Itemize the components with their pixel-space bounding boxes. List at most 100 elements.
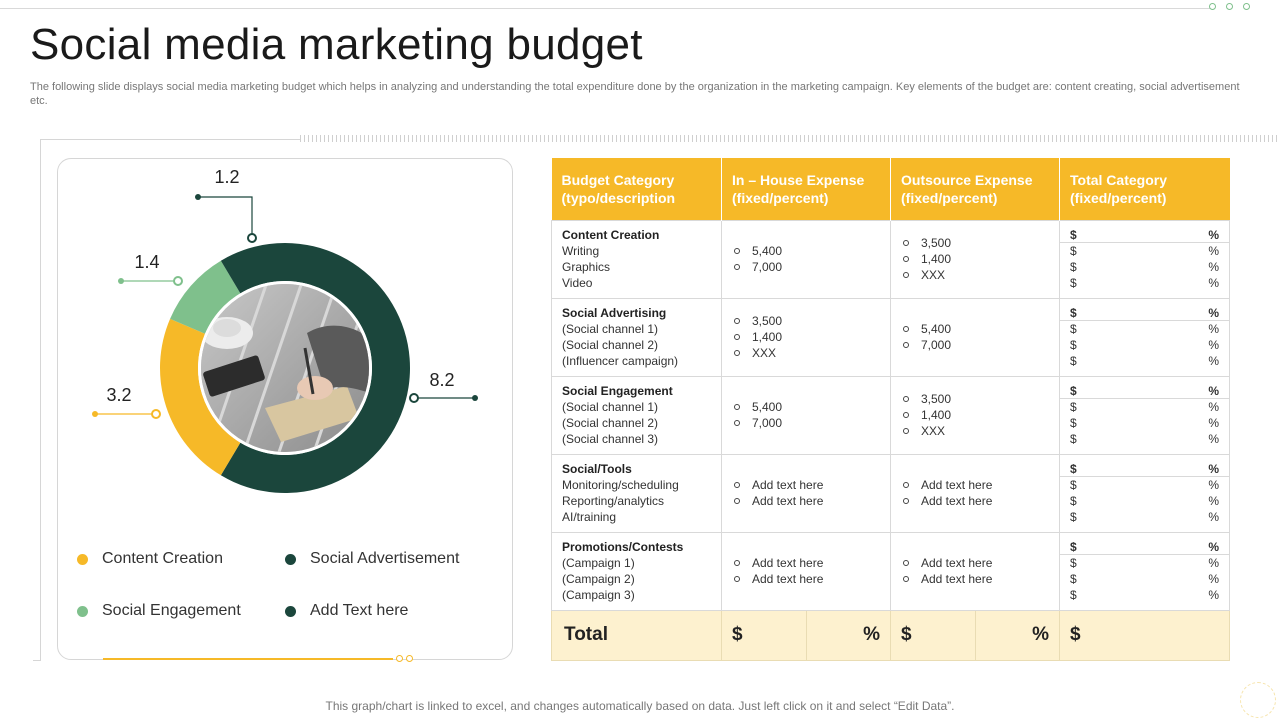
category-title: Social Advertising	[562, 306, 667, 320]
category-title: Social Engagement	[562, 384, 673, 398]
top-divider	[0, 8, 1210, 9]
header-total-category: Total Category (fixed/percent)	[1059, 158, 1230, 220]
decorative-line	[33, 660, 41, 661]
bullet-item: Add text here	[734, 477, 890, 493]
donut-chart[interactable]: 8.2 3.2 1.4 1.2	[57, 158, 513, 538]
bullet-value: Add text here	[752, 572, 824, 586]
table-header-row: Budget Category (typo/description In – Ho…	[551, 158, 1230, 220]
bullet-item: Add text here	[903, 493, 1059, 509]
header-outsource-expense: Outsource Expense (fixed/percent)	[890, 158, 1060, 220]
donut-slice-content-creation[interactable]	[160, 318, 241, 476]
percent-symbol: %	[1208, 244, 1219, 258]
legend-item-social-engagement: Social Engagement	[77, 602, 241, 620]
decorative-line	[40, 139, 41, 661]
currency-symbol: $	[1070, 306, 1077, 320]
currency-symbol: $	[1070, 494, 1077, 508]
legend-dot-icon	[285, 605, 296, 617]
category-item: Reporting/analytics	[562, 494, 665, 508]
bullet-value: XXX	[752, 346, 777, 360]
bullet-value: XXX	[921, 424, 946, 438]
category-item: (Campaign 3)	[562, 588, 635, 602]
budget-table: Budget Category (typo/description In – Ho…	[551, 158, 1230, 661]
category-title: Content Creation	[562, 228, 660, 242]
header-budget-category: Budget Category (typo/description	[551, 158, 722, 220]
bullet-value: 3,500	[921, 236, 952, 250]
total-label: Total	[551, 609, 722, 661]
total-line: $%	[1060, 555, 1229, 571]
decorative-line	[40, 139, 300, 140]
percent-symbol: %	[1208, 338, 1219, 352]
donut-slice-social-advertisement[interactable]	[220, 243, 410, 493]
category-item: (Influencer campaign)	[562, 354, 679, 368]
circle-bullet-icon	[903, 576, 909, 582]
currency-symbol: $	[1070, 354, 1077, 368]
percent-symbol: %	[1208, 462, 1219, 476]
percent-symbol: %	[1208, 494, 1219, 508]
percent-symbol: %	[1208, 416, 1219, 430]
legend-item-add-text: Add Text here	[285, 602, 408, 620]
percent-symbol: %	[1208, 540, 1219, 554]
total-line: $%	[1060, 321, 1229, 337]
legend-item-social-advertisement: Social Advertisement	[285, 550, 459, 568]
callout-dot	[92, 411, 98, 417]
percent-symbol: %	[1208, 384, 1219, 398]
circle-bullet-icon	[734, 264, 740, 270]
category-title: Promotions/Contests	[562, 540, 684, 554]
total-line: $%	[1060, 431, 1229, 447]
bullet-item: 3,500	[903, 391, 1059, 407]
category-item: (Social channel 1)	[562, 322, 659, 336]
legend-dot-icon	[285, 553, 296, 565]
donut-slice-social-engagement[interactable]	[170, 260, 241, 334]
bullet-item: Add text here	[734, 555, 890, 571]
inhouse-cell: 5,400 7,000	[721, 375, 891, 455]
table-row: Promotions/Contests (Campaign 1) (Campaign…	[551, 531, 1230, 611]
circle-bullet-icon	[903, 560, 909, 566]
total-category-cell: $% $% $% $%	[1059, 531, 1230, 611]
currency-symbol: $	[1070, 244, 1077, 258]
legend-label: Social Engagement	[102, 602, 241, 619]
total-category-cell: $% $% $% $%	[1059, 219, 1230, 299]
data-label: 8.2	[429, 370, 454, 390]
percent-symbol: %	[1208, 306, 1219, 320]
accent-line	[103, 658, 393, 660]
percent-symbol: %	[1208, 228, 1219, 242]
category-cell: Social Advertising (Social channel 1) (Soc…	[551, 297, 722, 377]
circle-bullet-icon	[734, 318, 740, 324]
percent-symbol: %	[1208, 588, 1219, 602]
circle-bullet-icon	[903, 428, 909, 434]
currency-symbol: $	[1070, 540, 1077, 554]
callout-dot	[195, 194, 201, 200]
bullet-item: XXX	[903, 267, 1059, 283]
circle-bullet-icon	[903, 342, 909, 348]
bullet-value: Add text here	[921, 494, 993, 508]
total-line: $%	[1060, 275, 1229, 291]
total-line: $%	[1060, 415, 1229, 431]
accent-dots	[396, 655, 413, 662]
inhouse-cell: Add text here Add text here	[721, 453, 891, 533]
bullet-value: 7,000	[752, 416, 783, 430]
currency-symbol: $	[1070, 556, 1077, 570]
bullet-value: Add text here	[752, 494, 824, 508]
bullet-item: 5,400	[903, 321, 1059, 337]
total-category-cell: $% $% $% $%	[1059, 375, 1230, 455]
bullet-value: Add text here	[921, 556, 993, 570]
donut-slice-add-text-here[interactable]	[220, 243, 285, 294]
total-line: $%	[1060, 461, 1229, 477]
circle-bullet-icon	[903, 256, 909, 262]
page-title: Social media marketing budget	[30, 20, 643, 69]
total-line: $%	[1060, 227, 1229, 243]
outsource-cell: Add text here Add text here	[890, 453, 1060, 533]
total-line: $%	[1060, 337, 1229, 353]
category-item: (Social channel 2)	[562, 416, 659, 430]
circle-bullet-icon	[903, 482, 909, 488]
bullet-value: Add text here	[752, 478, 824, 492]
total-line: $%	[1060, 493, 1229, 509]
total-inhouse: $%	[721, 609, 891, 661]
bullet-value: 5,400	[752, 400, 783, 414]
total-line: $%	[1060, 539, 1229, 555]
currency-symbol: $	[1070, 572, 1077, 586]
callout-dot	[118, 278, 124, 284]
bullet-value: 1,400	[921, 408, 952, 422]
category-cell: Social Engagement (Social channel 1) (Soci…	[551, 375, 722, 455]
callout-anchor	[173, 276, 183, 286]
